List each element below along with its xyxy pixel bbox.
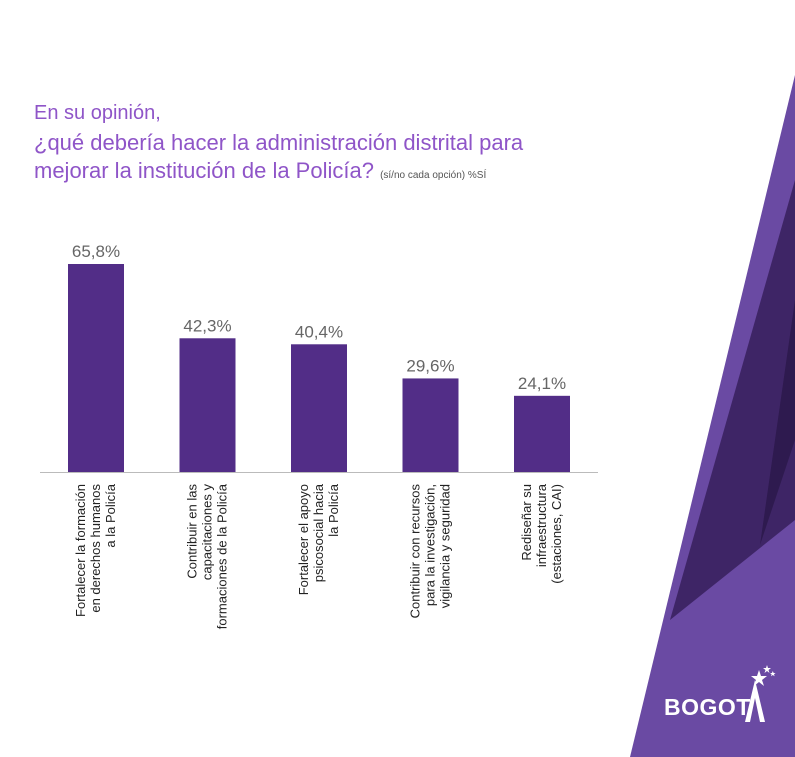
bogota-star-a-icon xyxy=(745,665,776,722)
category-label-1-line-1: Fortalecer la formación xyxy=(73,484,88,617)
brand-logo-text: BOGOT xyxy=(664,694,751,720)
category-label-2: Contribuir en las capacitaciones y formaci… xyxy=(185,483,230,629)
category-label-2-line-1: Contribuir en las xyxy=(185,484,200,579)
bar-5 xyxy=(514,395,570,472)
value-label-2: 42,3% xyxy=(183,316,231,335)
value-label-4: 29,6% xyxy=(406,356,454,375)
category-label-4-line-3: vigilancia y seguridad xyxy=(438,484,453,608)
bar-4 xyxy=(402,378,459,472)
category-label-1: Fortalecer la formación en derechos human… xyxy=(73,483,118,617)
category-label-3-line-1: Fortalecer el apoyo xyxy=(296,484,311,595)
chart-title-line-3-text: mejorar la institución de la Policía? xyxy=(34,158,374,183)
value-label-1: 65,8% xyxy=(72,242,120,261)
category-label-5-line-2: infraestructura xyxy=(534,483,549,567)
category-label-3-line-3: la Policía xyxy=(326,483,341,537)
chart-title-line-1: En su opinión, xyxy=(34,102,161,124)
category-label-2-line-2: capacitaciones y xyxy=(200,484,215,581)
category-label-3-line-2: psicosocial hacia xyxy=(311,483,326,582)
brand-stripe-mid xyxy=(670,180,795,620)
category-label-1-line-3: a la Policía xyxy=(103,483,118,547)
category-label-4-line-2: para la investigación, xyxy=(423,484,438,606)
category-label-1-line-2: en derechos humanos xyxy=(88,484,103,613)
bar-1 xyxy=(68,264,124,472)
chart-title-note: (sí/no cada opción) %SÍ xyxy=(380,170,487,181)
value-label-3: 40,4% xyxy=(295,322,343,341)
category-label-4: Contribuir con recursos para la investiga… xyxy=(408,484,453,619)
chart-title-line-3: mejorar la institución de la Policía? (s… xyxy=(34,158,486,184)
brand-stripe-dark xyxy=(760,300,795,545)
value-label-5: 24,1% xyxy=(518,374,566,393)
chart-title-line-2: ¿qué debería hacer la administración dis… xyxy=(34,130,524,155)
bar-3 xyxy=(291,344,347,472)
category-label-2-line-3: formaciones de la Policía xyxy=(215,483,230,629)
category-label-5: Rediseñar su infraestructura (estaciones, … xyxy=(519,483,564,583)
category-label-4-line-1: Contribuir con recursos xyxy=(408,484,423,619)
category-label-3: Fortalecer el apoyo psicosocial hacia la P… xyxy=(296,483,341,595)
bar-2 xyxy=(179,338,236,472)
bar-chart: 65,8% Fortalecer la formación en derechos … xyxy=(40,242,598,629)
brand-stripe-light xyxy=(630,75,795,757)
brand-stripes xyxy=(630,75,795,757)
category-label-5-line-1: Rediseñar su xyxy=(519,484,534,561)
category-label-5-line-3: (estaciones, CAI) xyxy=(549,484,564,584)
